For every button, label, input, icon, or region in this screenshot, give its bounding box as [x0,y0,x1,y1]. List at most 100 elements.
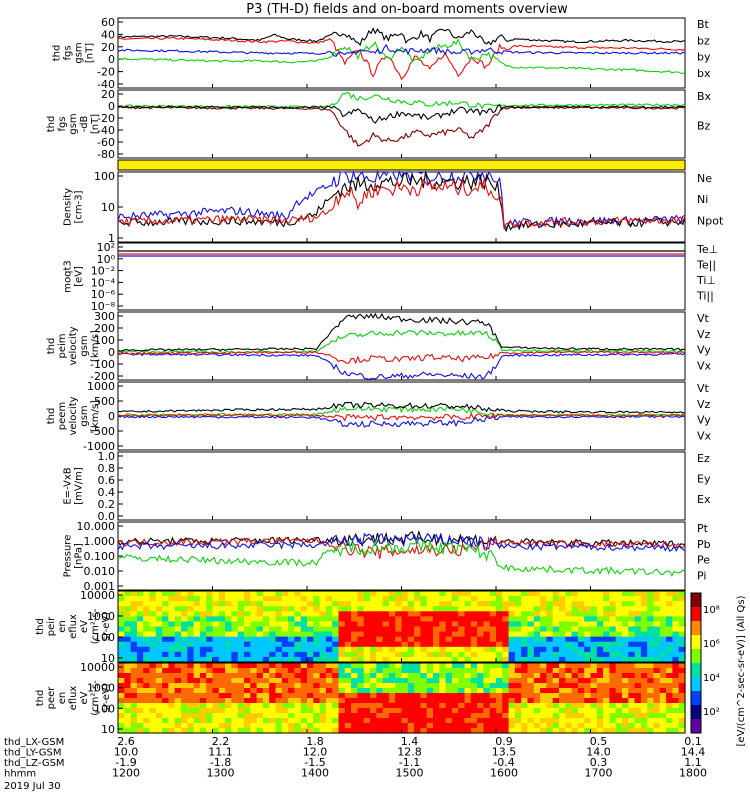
heat-cell [300,668,308,674]
heat-cell [262,693,270,699]
heat-cell [666,611,673,617]
heat-cell [124,728,132,734]
heat-cell [307,663,314,669]
heat-cell [187,723,195,729]
heat-cell [401,621,409,628]
heat-cell [294,728,302,734]
heat-cell [407,651,415,658]
heat-cell [300,713,308,719]
heat-cell [237,616,245,623]
heat-cell [244,641,251,648]
heat-cell [439,601,447,607]
heat-cell [433,641,440,648]
heat-cell [546,723,554,729]
heat-cell [489,673,497,679]
heat-cell [237,631,245,638]
heat-cell [225,723,232,729]
heat-cell [294,631,302,638]
heat-cell [149,641,157,648]
heat-cell [275,698,283,704]
heat-cell [458,641,466,648]
heat-cell [445,673,453,679]
heat-cell [244,693,251,699]
heat-cell [666,688,673,694]
heat-cell [143,616,151,623]
heat-cell [338,636,346,643]
heat-cell [269,636,277,643]
heat-cell [508,728,516,734]
heat-cell [294,678,302,684]
heat-cell [445,631,453,638]
heat-cell [130,656,138,663]
heat-cell [477,621,484,628]
y-tick-label: 0 [108,346,115,359]
heat-cell [370,713,377,719]
heat-cell [212,611,220,617]
heat-cell [401,656,409,663]
heat-cell [313,616,321,623]
heat-cell [206,656,214,663]
y-axis-label-line: thd [52,45,63,62]
heat-cell [313,651,321,658]
heat-cell [395,606,403,612]
heat-cell [218,703,226,709]
heat-cell [231,728,239,734]
heat-cell [319,698,327,704]
y-axis-label-line: eflux [68,614,79,639]
heat-cell [225,698,232,704]
heat-cell [666,668,673,674]
heat-cell [678,728,686,734]
heat-cell [489,663,497,669]
heat-cell [307,728,314,734]
heat-cell [225,646,232,653]
heat-cell [344,683,352,689]
y-axis-label: thdpeimvelocitygsm[km/s] [46,326,101,365]
heat-cell [565,673,573,679]
heat-cell [225,673,232,679]
heat-cell [622,631,629,638]
heat-cell [565,728,573,734]
heat-cell [565,611,573,617]
heat-cell [584,703,592,709]
heat-cell [357,708,365,714]
heat-cell [174,601,182,607]
heat-cell [559,626,566,633]
legend-Bz: Bz [697,120,711,133]
heat-cell [433,718,440,724]
heat-cell [666,641,673,648]
heat-cell [622,621,629,628]
heat-cell [124,663,132,669]
heat-cell [288,591,295,597]
heat-cell [622,688,629,694]
heat-cell [533,708,541,714]
heat-cell [357,663,365,669]
heat-cell [672,713,680,719]
heat-cell [426,703,434,709]
heat-cell [527,591,535,597]
heat-cell [653,698,661,704]
heat-cell [395,656,403,663]
heat-cell [565,626,573,633]
heat-cell [521,698,529,704]
heat-cell [395,723,403,729]
heat-cell [130,596,138,602]
heat-cell [502,626,510,633]
heat-cell [130,698,138,704]
heat-cell [514,708,522,714]
heat-cell [407,713,415,719]
heat-cell [388,663,396,669]
heat-cell [533,636,541,643]
heat-cell [508,616,516,623]
heat-cell [118,616,125,623]
heat-cell [332,713,340,719]
heat-cell [130,631,138,638]
heat-cell [640,611,648,617]
y-axis-label-line: -dB [79,115,90,132]
heat-cell [225,693,232,699]
heat-cell [426,631,434,638]
heat-cell [508,673,516,679]
heat-cell [483,621,491,628]
heat-cell [577,621,585,628]
heat-cell [458,663,466,669]
heat-cell [237,683,245,689]
